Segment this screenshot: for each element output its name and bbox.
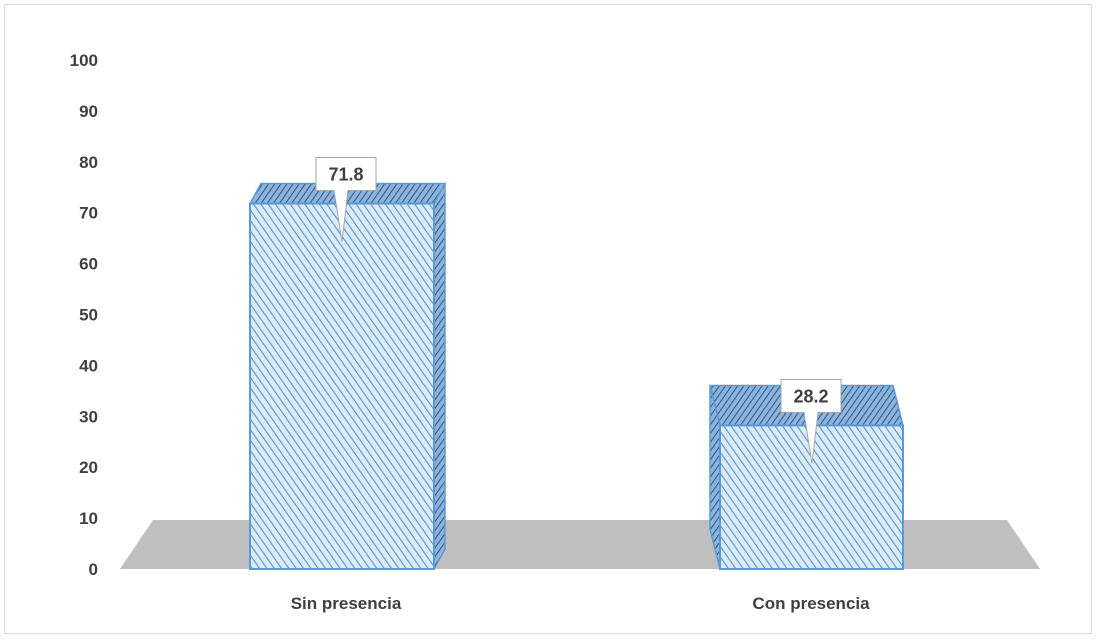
y-tick-label: 50 [79,306,98,325]
data-labels: 71.8 28.2 [315,157,842,464]
bar [709,384,904,570]
y-tick-label: 100 [70,51,98,70]
y-tick-label: 20 [79,458,98,477]
y-axis: 0 10 20 30 40 50 60 70 80 90 100 [70,51,98,579]
x-tick-label: Sin presencia [291,594,402,613]
x-tick-label: Con presencia [752,594,870,613]
bar [248,182,447,570]
y-tick-label: 80 [79,153,98,172]
y-tick-label: 40 [79,356,98,375]
y-tick-label: 70 [79,204,98,223]
data-label-text: 71.8 [328,165,363,185]
y-tick-label: 60 [79,255,98,274]
y-tick-label: 30 [79,407,98,426]
y-tick-label: 10 [79,509,98,528]
data-label-text: 28.2 [793,386,828,406]
y-tick-label: 0 [89,560,98,579]
data-label: 28.2 [780,378,842,464]
y-tick-label: 90 [79,102,98,121]
x-axis: Sin presencia Con presencia [291,594,870,613]
bars [248,182,904,570]
data-label-box [780,378,842,464]
bar-front [249,202,435,570]
data-label: 71.8 [315,157,377,242]
bar-side [433,183,446,570]
data-label-box [315,157,377,242]
